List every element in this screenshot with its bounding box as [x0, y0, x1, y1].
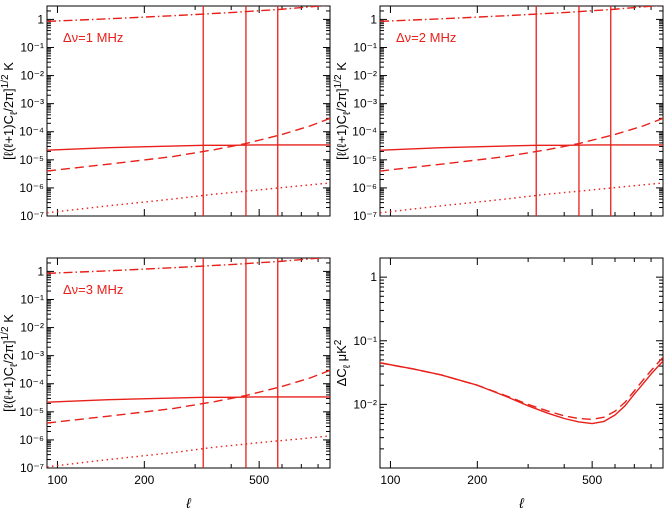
y-axis-label: ΔCℓ μK2 [333, 339, 353, 386]
y-tick-label: 10⁻⁶ [19, 433, 44, 447]
plot-data [380, 356, 663, 425]
series-line-solid [47, 144, 330, 151]
y-tick-label: 10⁻² [353, 397, 377, 411]
series-line-dashdot [47, 258, 329, 275]
x-tick-label: 200 [134, 473, 154, 487]
plot-data [380, 6, 663, 216]
y-tick-label: 10⁻⁷ [353, 209, 377, 223]
ticks [380, 5, 663, 217]
y-tick-label: 10⁻⁵ [19, 405, 44, 419]
y-tick-label: 10⁻¹ [353, 334, 377, 348]
plot-frame [46, 257, 331, 469]
series-line-solid [380, 144, 663, 151]
y-tick-label: 1 [370, 270, 377, 284]
x-tick-label: 100 [380, 473, 400, 487]
y-tick-label: 10⁻⁴ [352, 125, 377, 139]
y-tick-label: 1 [37, 12, 44, 26]
x-tick-label: 500 [249, 473, 269, 487]
y-tick-label: 10⁻⁴ [19, 125, 44, 139]
y-tick-label: 10⁻³ [20, 97, 44, 111]
x-tick-label: 500 [582, 473, 602, 487]
y-axis-label: [ℓ(ℓ+1)Cℓ/2π]1/2 K [333, 62, 353, 160]
y-tick-label: 10⁻⁵ [19, 153, 44, 167]
x-tick-label: 100 [47, 473, 67, 487]
panel-annotation: Δν=3 MHz [63, 282, 123, 297]
x-axis-label: ℓ [518, 495, 524, 511]
series-line-dashed [380, 117, 663, 172]
x-axis-label: ℓ [185, 495, 191, 511]
series-line-dashed [47, 117, 330, 172]
ticks [380, 257, 663, 469]
series-line-dashed [47, 369, 330, 424]
panel-annotation: Δν=2 MHz [396, 30, 456, 45]
y-tick-label: 10⁻⁷ [20, 461, 44, 475]
y-tick-label: 10⁻⁶ [19, 181, 44, 195]
plot-frame [46, 5, 331, 217]
series-line-solid [47, 396, 330, 403]
series-line-dotted [380, 182, 663, 214]
x-tick-label: 200 [467, 473, 487, 487]
y-tick-label: 1 [37, 264, 44, 278]
y-tick-label: 10⁻⁶ [352, 181, 377, 195]
series-line-dashdot [47, 6, 329, 23]
series-line-dashdot [380, 6, 662, 23]
panel-delta-cl: 10⁻² 10⁻¹ 1 100 200 500 ΔCℓ μK2 ℓ [333, 257, 664, 511]
y-tick-label: 10⁻² [20, 69, 44, 83]
y-tick-label: 10⁻³ [353, 97, 377, 111]
y-axis-label: [ℓ(ℓ+1)Cℓ/2π]1/2 K [0, 62, 20, 160]
ticks [47, 257, 330, 469]
y-tick-label: 10⁻¹ [20, 40, 44, 54]
plot-frame [379, 257, 664, 469]
panel-dnu-2mhz: 10⁻⁷ 10⁻⁶ 10⁻⁵ 10⁻⁴ 10⁻³ 10⁻² 10⁻¹ 1 [ℓ(ℓ+1)Cℓ/2… [333, 5, 664, 223]
y-tick-label: 10⁻² [353, 69, 377, 83]
y-axis-label: [ℓ(ℓ+1)Cℓ/2π]1/2 K [0, 314, 20, 412]
panel-dnu-3mhz: 10⁻⁷ 10⁻⁶ 10⁻⁵ 10⁻⁴ 10⁻³ 10⁻² 10⁻¹ 1 100 200 500 [ℓ… [0, 257, 331, 511]
y-tick-label: 10⁻⁵ [352, 153, 377, 167]
plot-data [47, 6, 330, 216]
series-line-dotted [47, 435, 330, 468]
panel-annotation: Δν=1 MHz [63, 30, 123, 45]
y-tick-label: 10⁻⁷ [20, 209, 44, 223]
y-tick-label: 10⁻¹ [353, 40, 377, 54]
y-tick-label: 10⁻² [20, 321, 44, 335]
y-tick-label: 10⁻⁴ [19, 377, 44, 391]
series-line-dotted [47, 182, 330, 214]
plot-data [47, 258, 330, 468]
panel-dnu-1mhz: 10⁻⁷ 10⁻⁶ 10⁻⁵ 10⁻⁴ 10⁻³ 10⁻² 10⁻¹ 1 [ℓ(ℓ+1)Cℓ/2… [0, 5, 331, 223]
series-line-dashed [380, 356, 663, 421]
y-tick-label: 10⁻¹ [20, 292, 44, 306]
y-tick-label: 1 [370, 12, 377, 26]
y-tick-label: 10⁻³ [20, 349, 44, 363]
plot-frame [379, 5, 664, 217]
